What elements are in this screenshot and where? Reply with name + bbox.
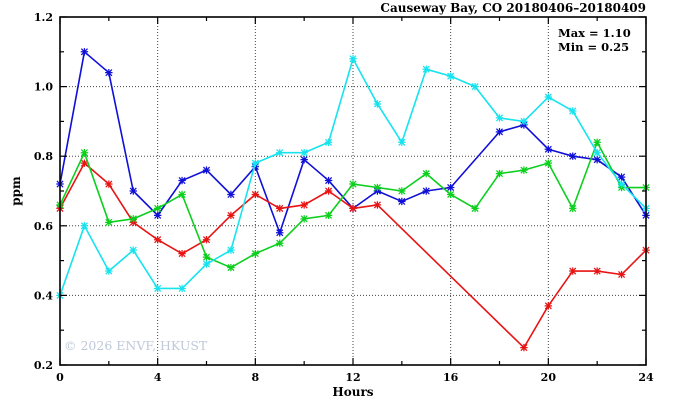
y-axis-label: ppm: [9, 176, 23, 206]
x-tick-label: 12: [345, 371, 360, 384]
series-1-blue-line: [59, 50, 647, 234]
x-axis-label: Hours: [332, 385, 374, 399]
max-value-label: Max = 1.10: [558, 26, 631, 40]
chart-title: Causeway Bay, CO 20180406–20180409: [380, 1, 646, 15]
series-2-red-line: [59, 162, 647, 349]
x-tick-label: 16: [443, 371, 459, 384]
x-tick-label: 20: [541, 371, 557, 384]
y-tick-label: 0.2: [34, 359, 53, 372]
y-tick-label: 0.8: [34, 150, 53, 163]
watermark: © 2026 ENVF, HKUST: [64, 338, 208, 353]
x-tick-label: 8: [252, 371, 260, 384]
x-tick-label: 4: [154, 371, 162, 384]
x-tick-label: 24: [638, 371, 654, 384]
min-value-label: Min = 0.25: [558, 40, 630, 54]
x-tick-label: 0: [56, 371, 64, 384]
y-tick-label: 0.4: [34, 289, 53, 302]
series-4-cyan-markers: [56, 55, 650, 300]
series-4-cyan-line: [59, 57, 647, 296]
y-tick-label: 1.0: [34, 81, 53, 94]
stats-annotation: Max = 1.10 Min = 0.25: [558, 26, 631, 54]
y-tick-label: 1.2: [34, 11, 53, 24]
y-tick-label: 0.6: [34, 220, 53, 233]
